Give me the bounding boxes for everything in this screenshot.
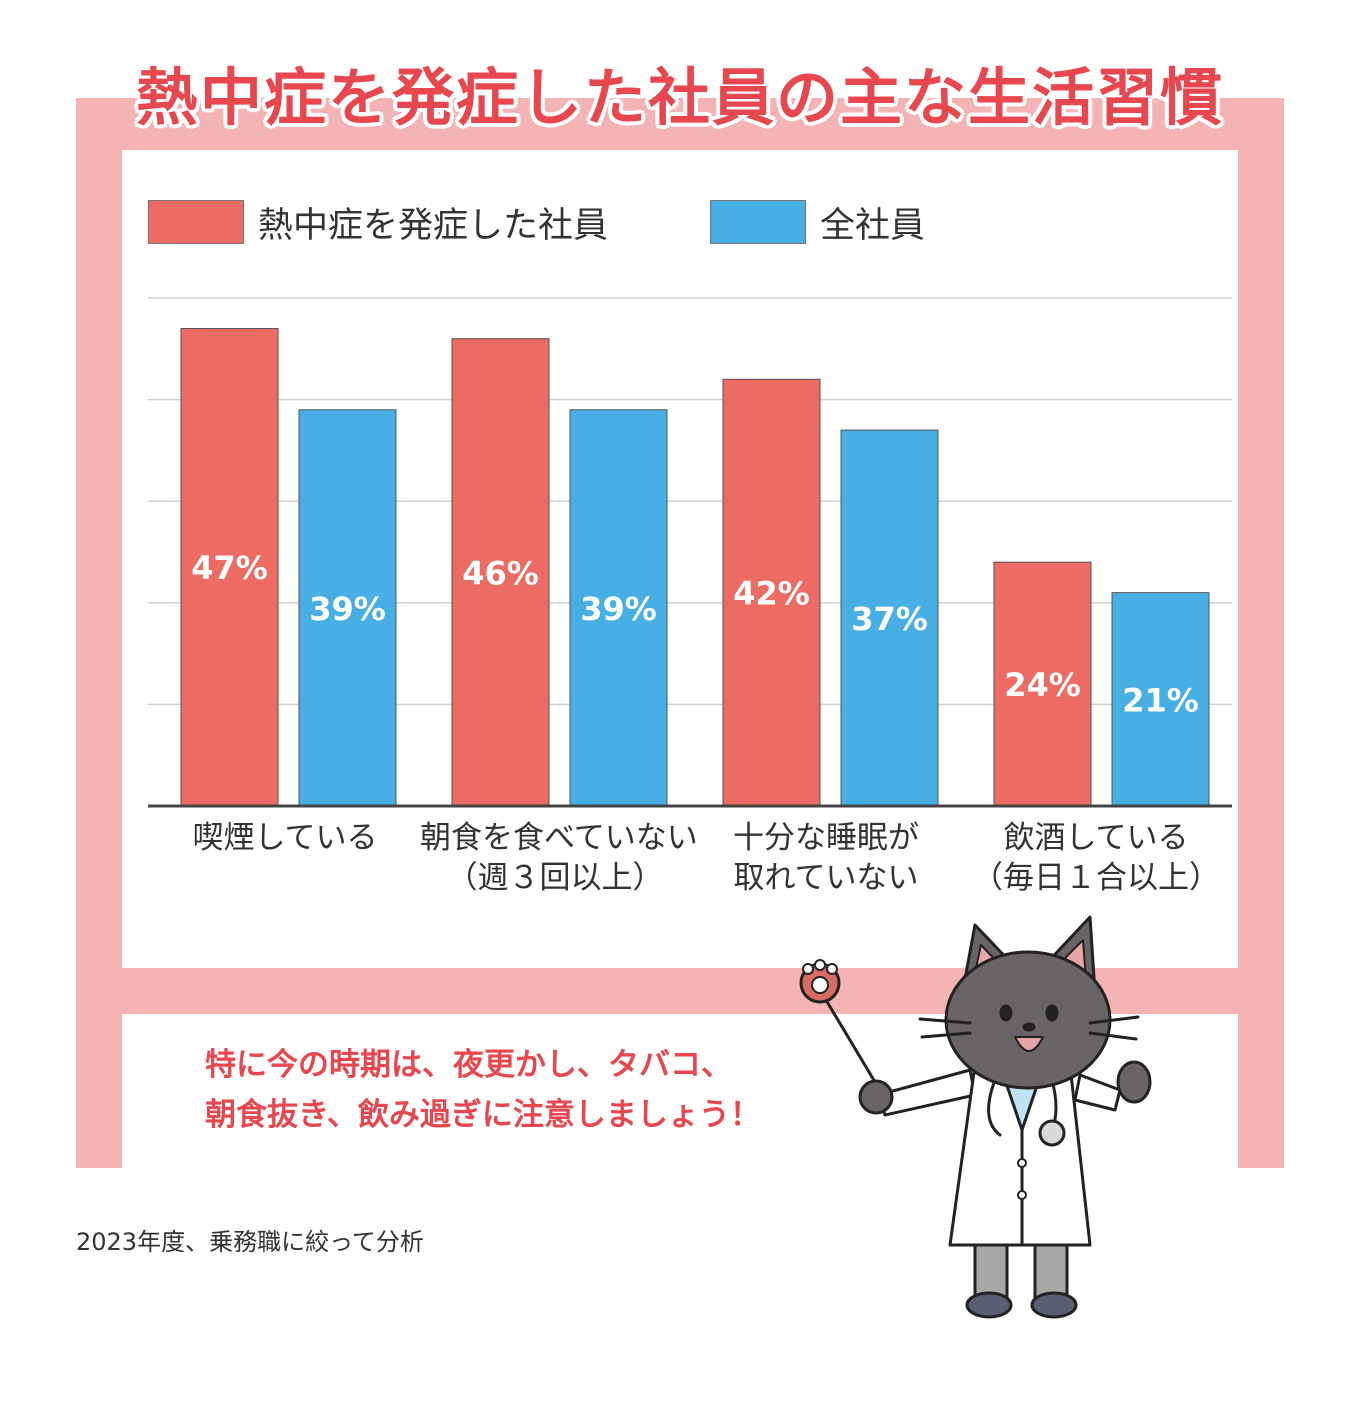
legend-swatch-all	[710, 200, 806, 244]
category-label-line: 取れていない	[733, 860, 919, 896]
bar-value-label: 37%	[851, 600, 928, 638]
legend-label-affected: 熱中症を発症した社員	[258, 205, 609, 246]
legend-item-affected: 熱中症を発症した社員	[148, 198, 608, 246]
bar-value-label: 24%	[1004, 666, 1081, 704]
bar-value-label: 42%	[733, 575, 810, 613]
legend-label-all: 全社員	[820, 205, 926, 246]
advice-line-2: 朝食抜き、飲み過ぎに注意しましょう！	[205, 1097, 761, 1133]
category-label-line: 朝食を食べていない	[420, 820, 698, 856]
chart-title: 熱中症を発症した社員の主な生活習慣	[135, 61, 1224, 134]
bar-affected	[722, 378, 821, 807]
bar-value-label: 46%	[462, 554, 539, 592]
category-label-line: 十分な睡眠が	[733, 820, 919, 856]
category-label-line: （週３回以上）	[446, 860, 664, 896]
bar-chart: 47% 39% 46% 39% 42% 37% 24% 21%	[148, 297, 1232, 808]
legend-swatch-affected	[148, 200, 244, 244]
category-label-line: （毎日１合以上）	[972, 860, 1220, 896]
bar-affected	[993, 561, 1092, 807]
advice-message: 特に今の時期は、夜更かし、タバコ、 朝食抜き、飲み過ぎに注意しましょう！	[205, 1040, 905, 1140]
bar-affected	[451, 338, 550, 807]
footnote: 2023年度、乗務職に絞って分析	[76, 1228, 424, 1256]
bar-value-label: 39%	[309, 590, 386, 628]
category-label-smoking: 喫煙している	[150, 818, 420, 858]
category-label-line: 喫煙している	[192, 820, 378, 856]
bar-all	[1111, 592, 1210, 807]
legend-item-all: 全社員	[710, 198, 925, 246]
advice-line-1: 特に今の時期は、夜更かし、タバコ、	[205, 1047, 732, 1083]
bar-all	[298, 409, 397, 807]
bar-value-label: 21%	[1122, 681, 1199, 719]
bar-value-label: 47%	[191, 549, 268, 587]
category-label-breakfast: 朝食を食べていない （週３回以上）	[420, 818, 698, 898]
category-label-drinking: 飲酒している （毎日１合以上）	[961, 818, 1231, 898]
category-label-line: 飲酒している	[1003, 820, 1189, 856]
bar-all	[569, 409, 668, 807]
cat-doctor-illustration	[799, 915, 1152, 1319]
bar-all	[840, 429, 939, 807]
bar-value-label: 39%	[580, 590, 657, 628]
frame-top	[76, 98, 1284, 150]
category-label-sleep: 十分な睡眠が 取れていない	[691, 818, 961, 898]
